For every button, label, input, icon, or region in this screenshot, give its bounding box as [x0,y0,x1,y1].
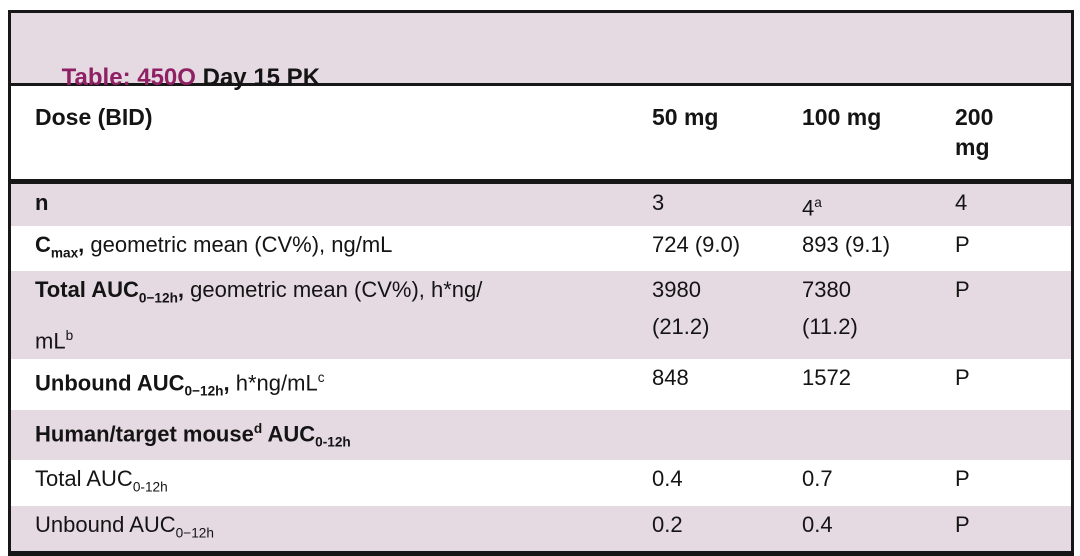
table-cell [951,410,1071,461]
text-segment: geometric mean (CV%), h*ng/ [184,277,483,303]
table-title: Table: 450O Day 15 PK [11,13,1071,91]
row-label: n [11,181,648,226]
text-segment: C [35,231,51,257]
text-segment: P [955,277,970,303]
table-title-accent: Table: 450O [61,64,196,91]
text-segment: 0.2 [652,511,683,537]
text-segment: 200 [955,104,994,130]
table-row: Total AUC0-12h 0.4 0.7 P [11,460,1071,506]
text-segment: 7380 [802,277,851,303]
text-segment: 0−12h [175,525,214,541]
text-segment: 3980 [652,277,701,303]
table-cell [798,410,951,461]
text-segment: 0.4 [652,466,683,492]
text-segment: c [317,369,325,385]
text-segment: Total AUC [35,466,133,492]
table-cell: 724 (9.0) [648,226,798,271]
row-label: Total AUC0-12h [11,460,648,505]
text-segment: b [65,327,74,343]
text-segment: a [814,194,822,210]
row-label: Total AUC0−12h, geometric mean (CV%), h*… [11,271,648,359]
table-cell: 1572 [798,359,951,410]
text-segment: , [223,370,230,396]
table-cell: 0.2 [648,506,798,551]
table-cell: 3 [648,181,798,226]
table-cell: 0.4 [798,506,951,551]
text-segment: Human/target mouse [35,420,254,446]
text-segment: 4 [802,194,815,220]
text-segment: 100 mg [802,104,882,130]
table-cell: 0.7 [798,460,951,505]
table-title-rest: Day 15 PK [195,64,321,91]
table-cell: P [951,226,1071,271]
text-segment: 3 [652,189,665,215]
text-segment: (11.2) [802,314,858,340]
header-row: Dose (BID) 50 mg 100 mg 200 mg [11,86,1071,184]
text-segment: P [955,511,970,537]
text-segment: 724 (9.0) [652,231,741,257]
text-segment: 893 (9.1) [802,231,891,257]
row-label: Human/target moused AUC0-12h [11,410,648,461]
text-segment: 0-12h [132,479,168,495]
text-segment: 0.4 [802,511,833,537]
text-segment: mg [955,134,990,160]
table-cell: P [951,460,1071,505]
text-segment: 0.7 [802,466,833,492]
table-cell: 7380 (11.2) [798,271,951,359]
row-label: Unbound AUC0−12h [11,506,648,551]
text-segment: (21.2) [652,314,710,340]
text-segment: 4 [955,189,968,215]
text-segment: AUC [262,420,316,446]
table-cell: 3980 (21.2) [648,271,798,359]
row-label: Cmax, geometric mean (CV%), ng/mL [11,226,648,271]
table-cell: P [951,506,1071,551]
table-row: Cmax, geometric mean (CV%), ng/mL 724 (9.… [11,225,1071,272]
text-segment: h*ng/mL [229,370,318,396]
col-header-2: 200 mg [951,86,1071,184]
col-header-dose: Dose (BID) [11,86,648,184]
text-segment: P [955,466,970,492]
pk-table: Table: 450O Day 15 PK Dose (BID) 50 mg 10… [8,10,1074,556]
text-segment: geometric mean (CV%), ng/mL [84,231,393,257]
text-segment: n [35,189,49,215]
dose-header-label: Dose (BID) [35,104,153,130]
table-row: Unbound AUC0−12h, h*ng/mLc 848 1572 P [11,358,1071,410]
table-row: n 3 4a 4 [11,181,1071,226]
text-segment: 50 mg [652,104,719,130]
text-segment: 1572 [802,364,851,390]
table-cell: 4 [951,181,1071,226]
table-cell: 0.4 [648,460,798,505]
text-segment: 0−12h [138,290,178,306]
row-label: Unbound AUC0−12h, h*ng/mLc [11,359,648,410]
table-cell: 893 (9.1) [798,226,951,271]
table-cell: P [951,359,1071,410]
section-row: Human/target moused AUC0-12h [11,409,1071,461]
text-segment: 848 [652,364,689,390]
text-segment: , [177,277,185,303]
table-cell: 848 [648,359,798,410]
table-row: Total AUC0−12h, geometric mean (CV%), h*… [11,271,1071,359]
text-segment: mL [35,327,66,353]
table-cell [648,410,798,461]
text-segment: 0-12h [315,434,351,450]
text-segment: Unbound AUC [35,370,185,396]
pk-data-table: Dose (BID) 50 mg 100 mg 200 mg n 3 4a 4 Cmax, g… [11,86,1071,552]
text-segment: Unbound AUC [35,511,176,537]
table-cell: P [951,271,1071,359]
text-segment: , [78,231,85,257]
col-header-1: 100 mg [798,86,951,184]
text-segment: Total AUC [35,277,139,303]
table-cell: 4a [798,181,951,226]
text-segment: P [955,231,970,257]
text-segment: 0−12h [184,383,224,399]
table-row: Unbound AUC0−12h 0.2 0.4 P [11,505,1071,552]
text-segment: P [955,364,970,390]
text-segment: d [253,420,263,436]
text-segment: max [50,245,79,261]
col-header-0: 50 mg [648,86,798,184]
